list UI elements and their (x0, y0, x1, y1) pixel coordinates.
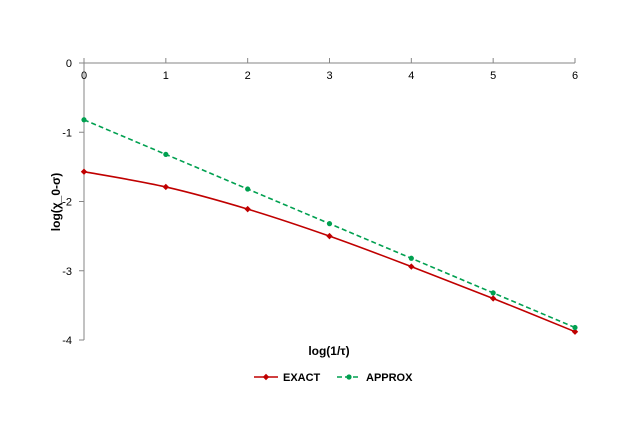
legend-marker-approx (346, 374, 352, 380)
data-point-exact (489, 295, 497, 302)
x-tick-label: 1 (163, 70, 169, 82)
x-tick-label: 4 (408, 70, 414, 82)
axes (79, 58, 576, 341)
legend-label-exact: EXACT (283, 372, 321, 384)
data-point-exact (326, 232, 333, 240)
data-point-approx (245, 186, 251, 192)
data-point-exact (408, 263, 415, 270)
series-exact (80, 168, 579, 335)
x-axis-label: log(1/τ) (308, 344, 349, 358)
y-axis-label: log(χ_0-σ) (49, 173, 63, 231)
series-layer (80, 117, 579, 335)
data-point-exact (571, 328, 579, 335)
x-tick-label: 2 (245, 70, 251, 82)
y-tick-label: 0 (66, 58, 72, 70)
legend-item-approx: APPROX (337, 372, 413, 384)
y-tick-label: -3 (62, 266, 72, 278)
data-point-approx (81, 117, 87, 123)
x-tick-label: 3 (326, 70, 332, 82)
data-point-approx (490, 290, 496, 296)
x-tick-label: 6 (572, 70, 578, 82)
data-point-approx (408, 255, 414, 261)
data-point-exact (80, 168, 88, 175)
data-point-exact (244, 205, 251, 213)
legend-item-exact: EXACT (254, 372, 321, 384)
legend: EXACT APPROX (254, 372, 413, 384)
data-point-exact (162, 183, 170, 191)
data-point-approx (163, 151, 169, 158)
y-tick-label: -1 (62, 127, 72, 139)
x-tick-label: 5 (490, 70, 496, 82)
tick-labels: 0 1 2 3 4 5 6 0 -1 -2 -3 -4 (62, 58, 578, 347)
series-line-exact (83, 170, 576, 333)
data-point-approx (572, 324, 578, 331)
data-point-approx (326, 221, 333, 227)
x-tick-label: 0 (81, 70, 87, 82)
legend-marker-exact (262, 373, 270, 381)
series-approx (81, 117, 578, 331)
y-tick-label: -4 (62, 335, 72, 347)
y-tick-label: -2 (62, 197, 72, 209)
legend-label-approx: APPROX (366, 372, 413, 384)
